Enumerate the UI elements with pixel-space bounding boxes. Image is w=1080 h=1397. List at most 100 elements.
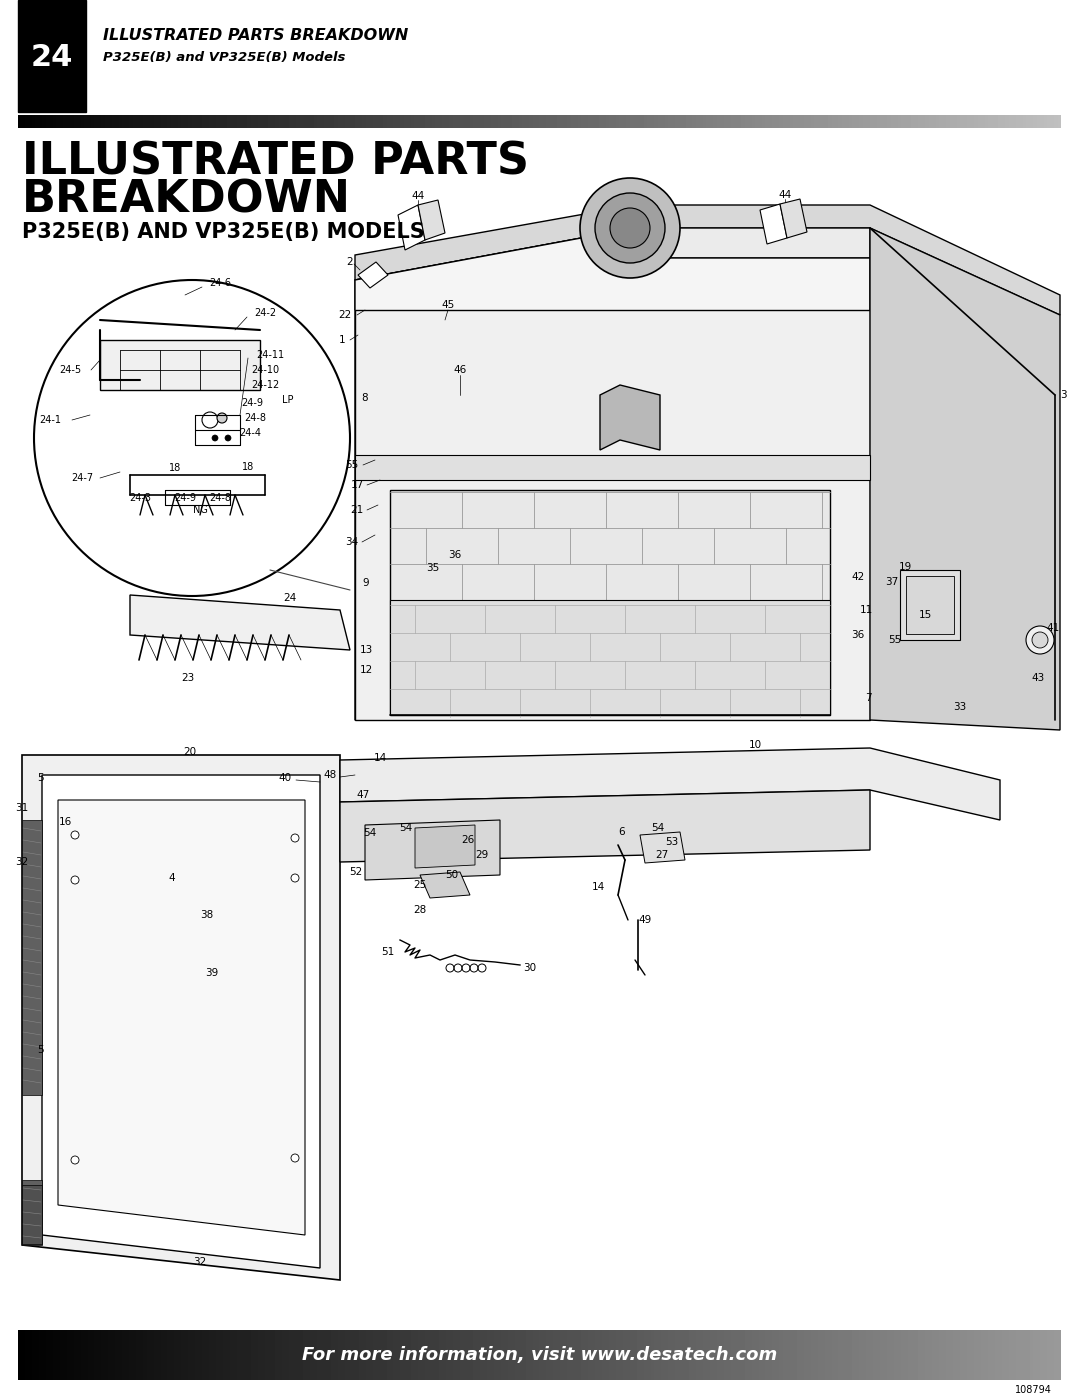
Text: NG: NG	[192, 504, 207, 515]
Text: 50: 50	[445, 870, 459, 880]
Polygon shape	[399, 205, 426, 250]
Text: 55: 55	[346, 460, 359, 469]
Text: 54: 54	[363, 828, 377, 838]
Text: 49: 49	[638, 915, 651, 925]
Polygon shape	[365, 820, 500, 880]
Text: 36: 36	[851, 630, 865, 640]
Polygon shape	[355, 310, 870, 719]
Text: 24-8: 24-8	[244, 414, 266, 423]
Text: LP: LP	[282, 395, 294, 405]
Text: 3: 3	[1059, 390, 1066, 400]
Circle shape	[225, 434, 231, 441]
Text: 24-6: 24-6	[210, 278, 231, 288]
Text: 42: 42	[851, 571, 865, 583]
Text: 24-7: 24-7	[71, 474, 93, 483]
Text: 40: 40	[279, 773, 292, 782]
Text: 33: 33	[954, 703, 967, 712]
Polygon shape	[58, 800, 305, 1235]
Polygon shape	[640, 833, 685, 863]
Text: 19: 19	[899, 562, 912, 571]
Polygon shape	[22, 820, 42, 1095]
Circle shape	[291, 875, 299, 882]
Polygon shape	[100, 339, 260, 390]
Polygon shape	[355, 205, 1059, 314]
Polygon shape	[420, 872, 470, 898]
Text: 23: 23	[181, 673, 194, 683]
Polygon shape	[415, 826, 475, 868]
Text: 48: 48	[323, 770, 337, 780]
Text: 36: 36	[448, 550, 461, 560]
Polygon shape	[780, 198, 807, 237]
Text: 20: 20	[184, 747, 197, 757]
Text: 15: 15	[918, 610, 932, 620]
Polygon shape	[22, 1185, 42, 1243]
Text: BREAKDOWN: BREAKDOWN	[22, 179, 351, 222]
Text: 26: 26	[461, 835, 474, 845]
Text: 17: 17	[350, 481, 364, 490]
Circle shape	[291, 834, 299, 842]
Text: 5: 5	[37, 1045, 43, 1055]
Text: P325E(B) and VP325E(B) Models: P325E(B) and VP325E(B) Models	[103, 52, 346, 64]
Polygon shape	[870, 228, 1059, 731]
Text: 24-5: 24-5	[59, 365, 81, 374]
Text: 1: 1	[339, 335, 346, 345]
Text: 39: 39	[205, 968, 218, 978]
Text: 54: 54	[651, 823, 664, 833]
Circle shape	[217, 414, 227, 423]
Text: 46: 46	[454, 365, 467, 374]
Text: 54: 54	[400, 823, 413, 833]
Circle shape	[71, 1155, 79, 1164]
Text: 16: 16	[58, 817, 71, 827]
Text: 108794: 108794	[1015, 1384, 1052, 1396]
Text: 55: 55	[889, 636, 902, 645]
Text: 24-9: 24-9	[174, 493, 195, 503]
Polygon shape	[355, 455, 870, 481]
Text: 18: 18	[168, 462, 181, 474]
Text: 45: 45	[442, 300, 455, 310]
Text: 43: 43	[1031, 673, 1044, 683]
Text: 14: 14	[592, 882, 605, 893]
Text: 12: 12	[360, 665, 373, 675]
Circle shape	[71, 876, 79, 884]
Polygon shape	[130, 595, 350, 650]
Text: 27: 27	[656, 849, 669, 861]
Polygon shape	[355, 228, 870, 719]
Text: 2: 2	[347, 257, 353, 267]
Text: 9: 9	[363, 578, 369, 588]
Polygon shape	[600, 386, 660, 450]
Text: 24-2: 24-2	[254, 307, 276, 319]
Text: 29: 29	[475, 849, 488, 861]
Polygon shape	[22, 1180, 42, 1245]
Text: 7: 7	[865, 693, 872, 703]
Text: 24-11: 24-11	[256, 351, 284, 360]
Text: 41: 41	[1047, 623, 1059, 633]
Circle shape	[595, 193, 665, 263]
Circle shape	[610, 208, 650, 249]
Text: ILLUSTRATED PARTS: ILLUSTRATED PARTS	[22, 141, 529, 183]
Text: 52: 52	[349, 868, 363, 877]
Text: 44: 44	[411, 191, 424, 201]
Circle shape	[291, 1154, 299, 1162]
Circle shape	[202, 412, 218, 427]
Circle shape	[33, 279, 350, 597]
Text: ILLUSTRATED PARTS BREAKDOWN: ILLUSTRATED PARTS BREAKDOWN	[103, 28, 408, 42]
Text: 24-9: 24-9	[241, 398, 264, 408]
Polygon shape	[340, 747, 1000, 820]
Text: P325E(B) AND VP325E(B) MODELS: P325E(B) AND VP325E(B) MODELS	[22, 222, 424, 242]
Polygon shape	[390, 599, 831, 715]
Polygon shape	[390, 490, 831, 715]
Text: 30: 30	[524, 963, 537, 972]
Polygon shape	[418, 200, 445, 240]
Text: 32: 32	[15, 856, 29, 868]
Text: 13: 13	[360, 645, 373, 655]
Text: 37: 37	[886, 577, 899, 587]
Text: 24: 24	[283, 592, 297, 604]
Text: 31: 31	[15, 803, 29, 813]
Polygon shape	[906, 576, 954, 634]
Circle shape	[1032, 631, 1048, 648]
Text: 24: 24	[31, 43, 73, 73]
Text: 38: 38	[201, 909, 214, 921]
Text: 24-8: 24-8	[210, 493, 231, 503]
Text: 24-1: 24-1	[39, 415, 60, 425]
Text: 5: 5	[37, 773, 43, 782]
